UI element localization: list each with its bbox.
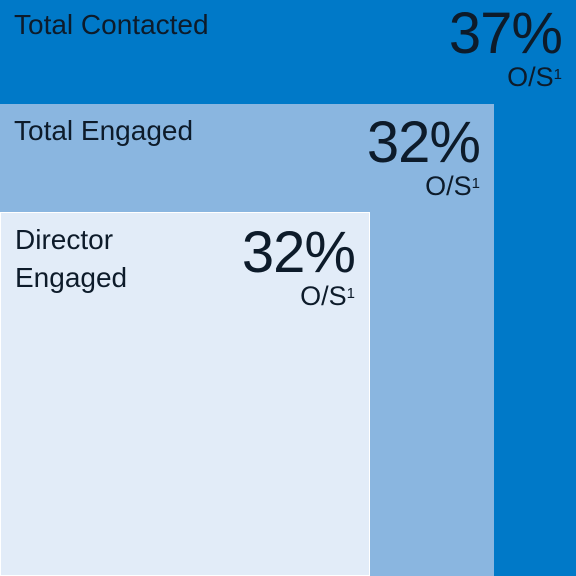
director-engaged-os: O/S1 (242, 281, 355, 311)
director-engaged-percent: 32% (241, 220, 356, 285)
os-text: O/S (300, 281, 347, 311)
total-contacted-percent: 37% (448, 1, 563, 66)
total-contacted-os: O/S1 (449, 62, 562, 92)
total-engaged-label: Total Engaged (14, 112, 193, 150)
total-engaged-label-line: Total Engaged (14, 115, 194, 146)
director-engaged-box: Director Engaged 32% O/S1 (0, 212, 370, 576)
footnote-marker: 1 (471, 175, 480, 192)
director-engaged-label-line-2: Engaged (15, 262, 128, 293)
total-engaged-os: O/S1 (367, 171, 480, 201)
os-text: O/S (507, 62, 554, 92)
total-engaged-stat: 32% O/S1 (366, 110, 481, 202)
footnote-marker: 1 (553, 66, 562, 83)
director-engaged-label: Director Engaged (15, 221, 127, 297)
total-contacted-label-line: Total Contacted (14, 9, 209, 40)
total-engaged-percent: 32% (366, 110, 481, 175)
os-text: O/S (425, 171, 472, 201)
director-engaged-stat: 32% O/S1 (241, 220, 356, 312)
director-engaged-label-line-1: Director (15, 224, 114, 255)
footnote-marker: 1 (346, 285, 355, 302)
total-contacted-label: Total Contacted (14, 6, 209, 44)
total-contacted-stat: 37% O/S1 (448, 1, 563, 93)
